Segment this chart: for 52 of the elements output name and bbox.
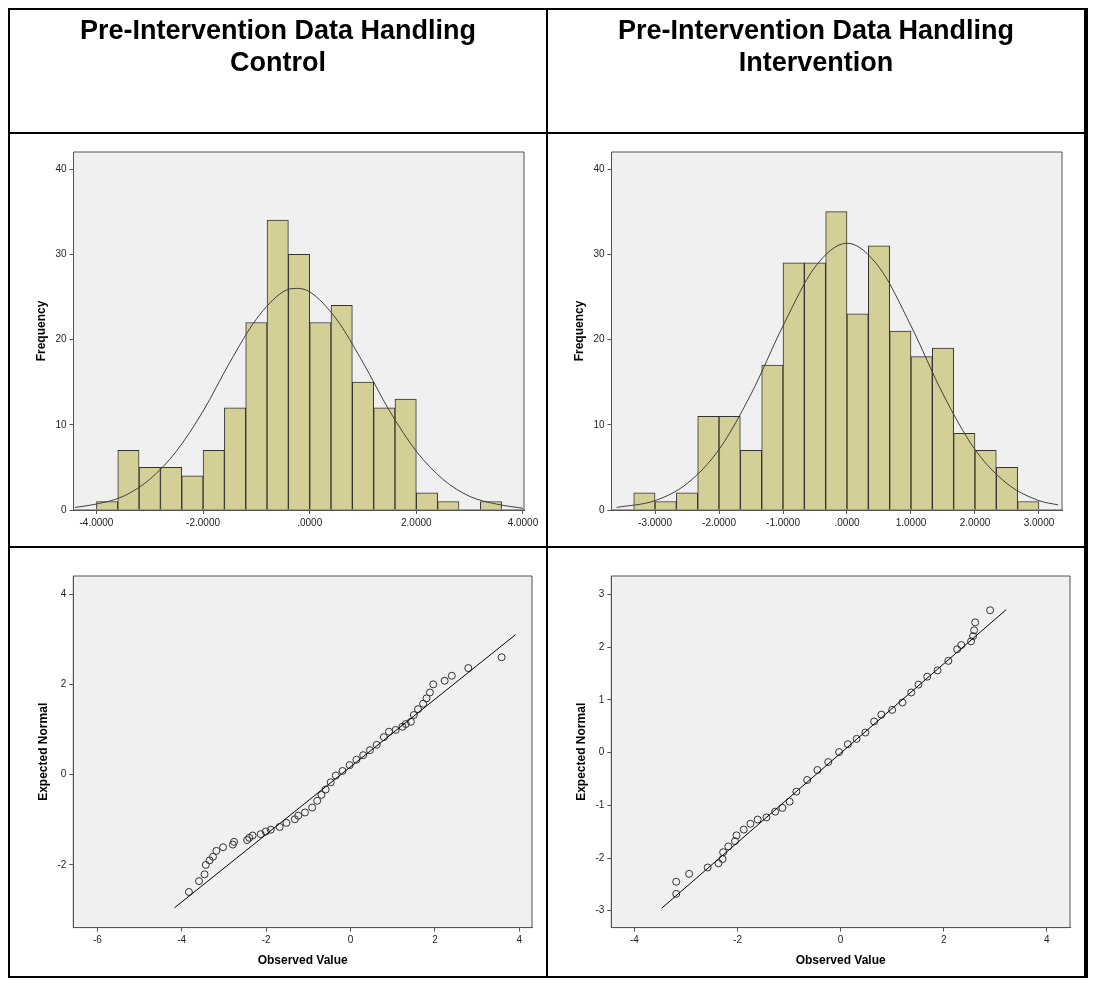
chart-title: Pre-Intervention Data Handling Control — [10, 10, 546, 134]
y-tick-label: -3 — [595, 904, 605, 916]
x-tick-label: 3.0000 — [1023, 516, 1055, 528]
y-tick-label: 2 — [60, 678, 67, 690]
x-tick-label: -1.0000 — [766, 516, 801, 528]
y-axis-title: Frequency — [571, 300, 586, 362]
y-tick-label: 0 — [598, 746, 605, 758]
x-tick-label: -4 — [177, 934, 187, 946]
y-tick-label: 4 — [60, 587, 67, 599]
y-tick-label: 20 — [55, 333, 67, 345]
y-tick-label: 10 — [593, 418, 605, 430]
y-tick-label: 30 — [55, 248, 67, 260]
y-tick-label: 40 — [593, 162, 605, 174]
x-tick-label: -4.0000 — [79, 516, 114, 528]
x-axis-title: Observed Value — [257, 953, 348, 968]
x-tick-label: 2.0000 — [401, 516, 433, 528]
y-tick-label: 1 — [598, 693, 605, 705]
x-tick-label: 2 — [432, 934, 439, 946]
x-tick-label: -2 — [261, 934, 272, 946]
y-tick-label: 20 — [593, 333, 605, 345]
chart-title: Pre-Intervention Data Handling Intervention — [548, 10, 1084, 134]
x-tick-label: -3.0000 — [638, 516, 673, 528]
y-tick-label: 30 — [593, 248, 605, 260]
x-tick-label: -6 — [92, 934, 103, 946]
x-tick-label: .0000 — [297, 516, 323, 528]
y-axis-title: Frequency — [33, 300, 48, 362]
x-tick-label: 0 — [347, 934, 354, 946]
y-tick-label: 2 — [598, 640, 605, 652]
x-tick-label: -2 — [733, 934, 743, 946]
y-axis-title: Expected Normal — [35, 702, 50, 801]
x-tick-label: 4 — [1044, 934, 1051, 946]
x-tick-label: -4 — [630, 934, 640, 946]
y-tick-label: -1 — [595, 799, 605, 811]
y-tick-label: -2 — [57, 858, 67, 870]
y-tick-label: 10 — [55, 418, 67, 430]
x-tick-label: 4.0000 — [507, 516, 539, 528]
x-tick-label: 2 — [940, 934, 947, 946]
x-tick-label: 2.0000 — [959, 516, 991, 528]
y-tick-label: 0 — [60, 768, 67, 780]
x-axis-title: Observed Value — [795, 953, 886, 968]
x-tick-label: .0000 — [834, 516, 860, 528]
x-tick-label: 0 — [837, 934, 844, 946]
y-tick-label: 3 — [598, 588, 605, 600]
y-axis-title: Expected Normal — [573, 702, 588, 801]
x-tick-label: -2.0000 — [186, 516, 221, 528]
y-tick-label: -2 — [595, 851, 605, 863]
x-tick-label: -2.0000 — [702, 516, 737, 528]
y-tick-label: 0 — [598, 503, 605, 515]
y-tick-label: 0 — [60, 503, 67, 515]
x-tick-label: 1.0000 — [895, 516, 927, 528]
x-tick-label: 4 — [516, 934, 523, 946]
y-tick-label: 40 — [55, 162, 67, 174]
